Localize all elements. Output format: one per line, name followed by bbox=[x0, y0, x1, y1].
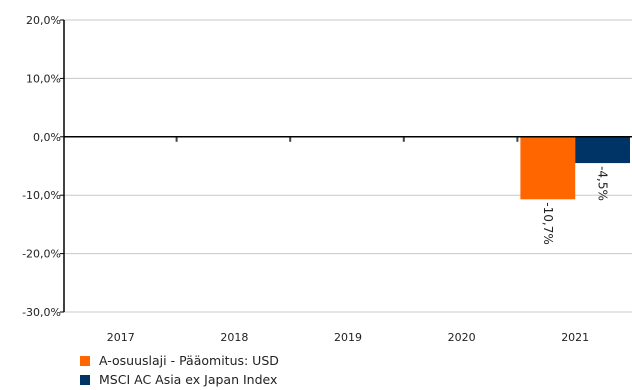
bar-chart: 20,0%10,0%0,0%-10,0%-20,0%-30,0% 2017 201… bbox=[22, 14, 632, 344]
data-label: -10,7% bbox=[541, 202, 555, 244]
legend-item-fund: A-osuuslaji - Pääomitus: USD bbox=[80, 351, 279, 370]
bar bbox=[520, 136, 576, 200]
data-labels: -10,7% -4,5% bbox=[541, 166, 610, 245]
x-tick-label: 2021 bbox=[561, 331, 589, 344]
x-axis-ticks: 2017 2018 2019 2020 2021 bbox=[107, 136, 589, 344]
y-tick-label: -20,0% bbox=[22, 248, 61, 261]
x-tick-label: 2018 bbox=[220, 331, 248, 344]
legend-swatch-index bbox=[80, 374, 90, 385]
y-tick-label: -10,0% bbox=[22, 189, 61, 202]
gridlines bbox=[64, 19, 632, 313]
y-tick-label: 0,0% bbox=[33, 131, 61, 144]
y-tick-label: 20,0% bbox=[26, 14, 61, 27]
y-tick-label: -30,0% bbox=[22, 306, 61, 319]
bars bbox=[520, 136, 630, 200]
y-axis-ticks: 20,0% 10,0% 0,0% -10,0% -20,0% -30,0% bbox=[22, 14, 64, 319]
x-tick-label: 2019 bbox=[334, 331, 362, 344]
x-tick-label: 2017 bbox=[107, 331, 135, 344]
y-tick-label: 10,0% bbox=[26, 72, 61, 85]
x-tick-label: 2020 bbox=[448, 331, 476, 344]
legend-label-fund: A-osuuslaji - Pääomitus: USD bbox=[99, 353, 279, 368]
legend-label-index: MSCI AC Asia ex Japan Index bbox=[99, 372, 278, 387]
legend: A-osuuslaji - Pääomitus: USD MSCI AC Asi… bbox=[80, 351, 279, 389]
legend-swatch-fund bbox=[80, 355, 90, 366]
legend-item-index: MSCI AC Asia ex Japan Index bbox=[80, 370, 279, 389]
bar bbox=[575, 136, 630, 164]
data-label: -4,5% bbox=[596, 166, 610, 201]
